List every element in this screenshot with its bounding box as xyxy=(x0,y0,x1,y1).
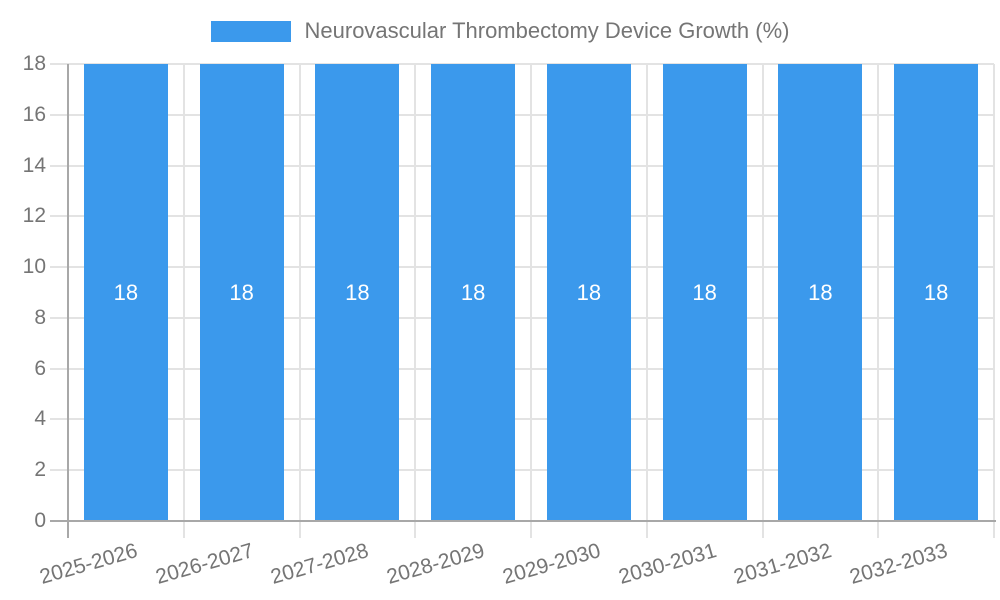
gridline-horizontal xyxy=(50,367,994,370)
legend-label: Neurovascular Thrombectomy Device Growth… xyxy=(304,18,790,43)
gridline-horizontal xyxy=(50,418,994,421)
gridline-vertical xyxy=(530,64,532,538)
bar[interactable]: 18 xyxy=(199,64,284,521)
gridline-horizontal xyxy=(50,316,994,319)
bar-value-label: 18 xyxy=(923,279,949,305)
gridline-horizontal xyxy=(50,469,994,472)
bar[interactable]: 18 xyxy=(315,64,400,521)
legend: Neurovascular Thrombectomy Device Growth… xyxy=(0,19,1000,43)
gridline-vertical xyxy=(645,64,648,538)
gridline-vertical xyxy=(414,64,417,538)
bar[interactable]: 18 xyxy=(662,64,747,521)
bar[interactable]: 18 xyxy=(83,64,168,521)
bar-value-label: 18 xyxy=(692,279,717,305)
gridline-horizontal xyxy=(50,266,994,269)
bar-value-label: 18 xyxy=(808,279,833,305)
bar[interactable]: 18 xyxy=(894,64,979,521)
bar[interactable]: 18 xyxy=(431,64,516,521)
gridline-horizontal xyxy=(50,215,994,218)
gridline-vertical xyxy=(761,64,764,538)
bar-value-label: 18 xyxy=(113,279,139,305)
gridline-horizontal xyxy=(50,113,994,116)
legend-swatch xyxy=(210,20,291,42)
y-tick-label: 14 xyxy=(22,153,46,177)
y-tick-label: 8 xyxy=(34,305,46,329)
gridline-vertical xyxy=(298,64,301,538)
y-tick-label: 6 xyxy=(34,356,46,380)
bar-value-label: 18 xyxy=(460,279,486,305)
y-tick-label: 18 xyxy=(22,52,46,75)
x-axis-baseline xyxy=(50,520,996,522)
gridline-vertical xyxy=(993,64,995,538)
y-tick-label: 2 xyxy=(34,458,46,482)
y-tick-label: 12 xyxy=(22,204,46,228)
bar-value-label: 18 xyxy=(576,279,602,305)
gridline-vertical xyxy=(182,64,185,538)
gridline-vertical xyxy=(877,64,880,538)
y-axis-line xyxy=(67,64,69,538)
bar-value-label: 18 xyxy=(229,279,254,305)
y-tick-label: 10 xyxy=(22,255,46,279)
bar[interactable]: 18 xyxy=(778,64,863,521)
y-tick-label: 16 xyxy=(22,102,46,126)
y-tick-label: 4 xyxy=(34,407,46,431)
bar-value-label: 18 xyxy=(345,279,370,305)
y-tick-label: 0 xyxy=(34,509,46,532)
gridline-horizontal xyxy=(50,63,994,65)
bar[interactable]: 18 xyxy=(546,64,631,521)
gridline-horizontal xyxy=(50,164,994,167)
